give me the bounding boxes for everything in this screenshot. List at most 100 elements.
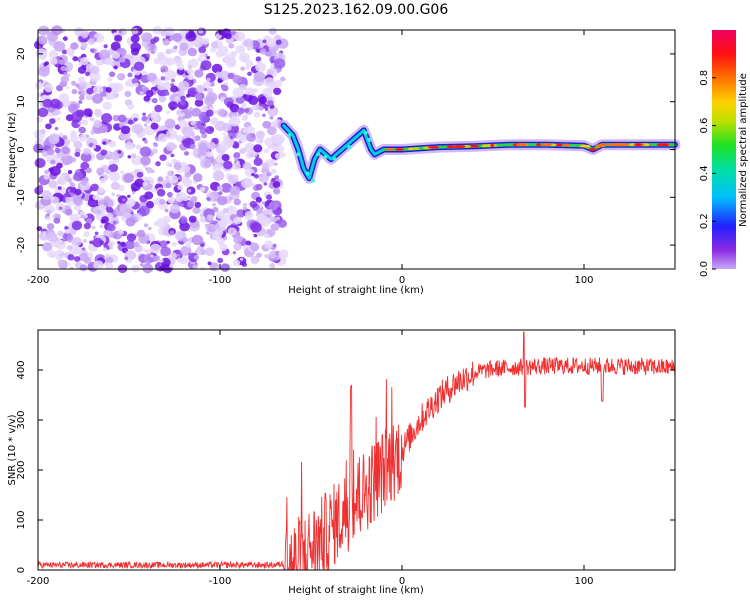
noise-blob: [119, 203, 131, 215]
spectrogram-ylabel: Frequency (Hz): [7, 112, 18, 188]
noise-blob: [38, 51, 47, 60]
noise-blob: [99, 91, 106, 98]
noise-blob: [268, 27, 277, 35]
noise-blob: [202, 38, 210, 45]
noise-blob: [267, 126, 277, 136]
noise-blob: [144, 191, 154, 200]
snr-series-line: [37, 331, 676, 571]
noise-blob: [198, 46, 207, 54]
noise-blob: [64, 175, 70, 181]
noise-blob: [104, 262, 114, 270]
noise-blob: [63, 71, 68, 76]
noise-blob: [72, 56, 79, 62]
noise-blob: [135, 144, 142, 150]
noise-blob: [108, 163, 119, 173]
noise-blob: [197, 153, 202, 158]
noise-blob: [160, 65, 169, 73]
noise-blob: [155, 161, 161, 167]
noise-blob: [251, 173, 255, 177]
noise-blob: [58, 206, 63, 210]
noise-blob: [272, 181, 281, 188]
noise-blob: [171, 241, 177, 247]
signal-peak: [413, 147, 420, 151]
signal-peak: [515, 143, 528, 147]
noise-blob: [162, 85, 169, 90]
noise-blob: [159, 240, 168, 249]
noise-blob: [191, 234, 204, 246]
noise-blob: [81, 179, 88, 186]
noise-blob: [233, 216, 242, 225]
noise-blob: [179, 112, 185, 118]
noise-blob: [87, 38, 95, 45]
noise-blob: [78, 100, 83, 104]
noise-blob: [58, 132, 63, 137]
noise-blob: [232, 87, 245, 98]
noise-blob: [53, 217, 61, 224]
noise-blob: [49, 50, 58, 59]
noise-blob: [243, 38, 254, 48]
noise-blob: [83, 148, 91, 155]
noise-blob: [49, 57, 58, 65]
noise-blob: [104, 57, 113, 66]
y-tick-label: 400: [16, 360, 27, 379]
noise-blob: [167, 191, 173, 198]
noise-blob: [145, 119, 150, 124]
noise-blob: [153, 221, 159, 226]
noise-blob: [270, 223, 280, 232]
noise-blob: [42, 242, 53, 252]
signal-peak: [395, 148, 404, 151]
noise-blob: [79, 264, 88, 272]
noise-blob: [154, 104, 163, 113]
noise-blob: [73, 140, 83, 149]
noise-blob: [195, 84, 205, 93]
noise-blob: [170, 85, 179, 93]
noise-blob: [222, 207, 229, 214]
noise-blob: [85, 71, 90, 77]
signal-spot: [316, 152, 321, 157]
noise-blob: [275, 39, 282, 45]
snr-xlabel: Height of straight line (km): [288, 585, 424, 596]
noise-blob: [125, 240, 136, 250]
noise-blob: [98, 204, 107, 212]
noise-blob: [220, 263, 230, 272]
noise-blob: [152, 148, 158, 154]
noise-blob: [231, 115, 237, 120]
noise-blob: [270, 216, 278, 223]
noise-blob: [250, 222, 262, 233]
noise-blob: [194, 201, 202, 208]
noise-blob: [89, 71, 101, 83]
noise-blob: [194, 135, 201, 141]
noise-blob: [75, 109, 85, 118]
noise-blob: [224, 53, 236, 64]
noise-blob: [134, 82, 139, 87]
noise-blob: [262, 87, 273, 98]
noise-blob: [233, 152, 241, 159]
noise-blob: [205, 126, 215, 134]
noise-blob: [268, 250, 278, 259]
noise-blob: [92, 194, 100, 201]
noise-blob: [268, 201, 279, 211]
noise-blob: [191, 107, 202, 117]
x-tick-label: 100: [574, 576, 593, 587]
noise-blob: [280, 76, 286, 82]
noise-blob: [145, 53, 150, 58]
noise-blob: [37, 107, 49, 118]
colorbar-tick-label: 0.2: [699, 213, 710, 229]
noise-blob: [166, 129, 178, 140]
noise-blob: [220, 182, 232, 193]
noise-blob: [117, 73, 126, 81]
noise-blob: [48, 180, 58, 189]
noise-blob: [166, 110, 171, 115]
noise-blob: [116, 194, 120, 198]
noise-blob: [211, 63, 223, 74]
noise-blob: [65, 196, 70, 201]
noise-blob: [97, 172, 103, 176]
noise-blob: [217, 257, 224, 264]
noise-blob: [142, 248, 147, 253]
noise-blob: [263, 182, 268, 186]
noise-blob: [263, 77, 276, 88]
noise-blob: [145, 90, 154, 98]
noise-blob: [86, 87, 94, 95]
noise-blob: [100, 149, 108, 156]
noise-blob: [67, 170, 73, 174]
